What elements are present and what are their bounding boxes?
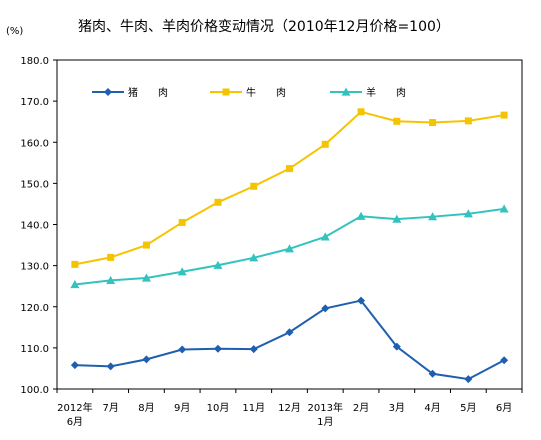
y-tick-label: 120.0 <box>20 303 49 314</box>
data-point <box>70 280 80 289</box>
data-point <box>213 344 222 353</box>
data-point <box>213 260 223 269</box>
x-tick-label: 5月 <box>460 402 476 414</box>
data-point <box>428 212 438 221</box>
x-tick-label: 11月 <box>242 402 265 414</box>
x-tick-label: 10月 <box>207 402 230 414</box>
x-tick-label: 2013年 1月 <box>308 401 343 428</box>
data-point <box>106 275 116 285</box>
data-point <box>106 362 115 371</box>
x-tick-label: 8月 <box>138 402 154 414</box>
legend-label: 牛 肉 <box>246 86 286 99</box>
y-axis-unit-label: (%) <box>6 26 24 37</box>
data-point <box>321 140 329 148</box>
y-tick-label: 110.0 <box>20 344 49 355</box>
data-point <box>321 304 330 313</box>
y-tick-label: 140.0 <box>20 221 49 232</box>
data-point <box>356 211 366 220</box>
x-tick-label: 3月 <box>389 402 405 414</box>
data-point <box>249 253 259 262</box>
data-point <box>177 267 187 276</box>
data-point <box>71 260 79 268</box>
y-tick-label: 100.0 <box>20 385 49 396</box>
data-point <box>285 328 294 337</box>
data-point <box>285 244 294 253</box>
data-point <box>286 165 293 173</box>
legend-swatch-marker <box>222 88 230 96</box>
x-tick-label: 12月 <box>278 402 301 414</box>
data-point <box>499 204 509 213</box>
data-point <box>107 253 115 261</box>
data-point <box>392 342 401 351</box>
data-point <box>357 108 365 116</box>
data-point <box>141 273 151 282</box>
data-point <box>178 345 187 354</box>
data-point <box>357 296 366 305</box>
data-point <box>250 182 258 190</box>
data-point <box>142 241 150 249</box>
data-point <box>463 209 473 218</box>
data-point <box>214 198 222 206</box>
y-tick-label: 170.0 <box>20 97 49 108</box>
data-point <box>178 218 186 226</box>
chart-title: 猪肉、牛肉、羊肉价格变动情况（2010年12月价格=100） <box>78 19 450 35</box>
data-point <box>392 214 402 223</box>
y-tick-label: 130.0 <box>20 262 49 273</box>
series-line <box>74 299 505 381</box>
legend-label: 羊 肉 <box>366 86 406 99</box>
x-tick-label: 2月 <box>353 402 369 414</box>
x-tick-label: 6月 <box>496 402 512 414</box>
series-line <box>74 110 505 266</box>
x-tick-label: 9月 <box>174 402 190 414</box>
y-tick-label: 150.0 <box>20 179 49 190</box>
y-tick-label: 160.0 <box>20 138 49 149</box>
legend-swatch-marker <box>341 87 351 96</box>
x-tick-label: 7月 <box>102 402 118 414</box>
data-point <box>70 361 79 370</box>
x-tick-label: 4月 <box>424 402 440 414</box>
y-tick-label: 180.0 <box>20 56 49 67</box>
data-point <box>428 369 437 378</box>
data-point <box>500 356 509 365</box>
data-point <box>320 232 330 241</box>
plot-area-border <box>56 59 523 390</box>
data-point <box>142 355 151 364</box>
data-point <box>464 375 473 384</box>
legend-label: 猪 肉 <box>128 86 168 99</box>
data-point <box>464 117 472 125</box>
data-point <box>249 345 258 354</box>
data-point <box>393 117 401 125</box>
data-point <box>500 111 508 119</box>
data-point <box>429 119 437 127</box>
legend-swatch-marker <box>104 88 112 96</box>
x-tick-label: 2012年 6月 <box>57 401 92 428</box>
